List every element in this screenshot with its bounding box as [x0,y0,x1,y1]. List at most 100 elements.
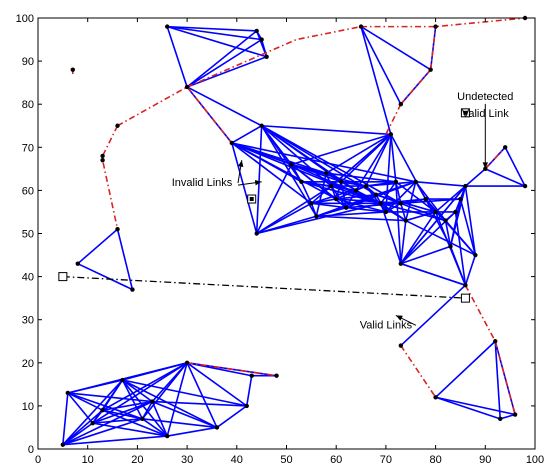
valid-link-44 [300,181,313,204]
node-49 [115,226,120,232]
valid-link-189 [102,409,143,420]
x-tick-label-4: 40 [231,454,243,466]
valid-link-181 [62,435,168,446]
valid-link-28 [261,125,357,192]
valid-link-193 [121,379,144,420]
node-16 [343,205,349,210]
valid-link-3 [166,26,188,88]
invalid-links-group [71,17,526,415]
valid-link-13 [231,142,258,234]
valid-link-206 [152,400,247,407]
valid-link-63 [325,133,392,174]
node-2 [259,37,264,42]
valid-link-136 [459,198,477,256]
node-4 [184,84,190,90]
node-46 [115,123,120,128]
valid-link-117 [400,220,407,264]
invalid-link-3 [186,86,233,144]
valid-link-110 [400,203,407,221]
valid-link-7 [260,39,268,58]
node-1 [254,28,259,34]
node-5 [229,140,235,146]
node-6 [259,123,264,128]
node-29 [443,218,448,223]
valid-link-36 [256,202,382,235]
y-tick-label-6: 60 [22,185,34,197]
node-31 [458,196,463,202]
valid-link-34 [256,185,332,235]
annotations-group: Undetected Valid Link Invalid Links Valid L… [172,91,514,331]
y-tick-label-7: 70 [22,142,34,154]
invalid-link-6 [429,26,437,70]
valid-link-204 [151,362,188,403]
node-30 [453,209,458,215]
node-63 [150,399,155,404]
valid-link-148 [360,26,402,105]
node-54 [433,395,438,400]
valid-link-31 [261,125,402,205]
valid-link-79 [345,190,357,209]
valid-link-115 [405,211,436,222]
valid-link-47 [301,180,357,192]
valid-link-64 [326,172,396,183]
valid-link-200 [141,418,168,437]
node-10 [309,201,314,206]
annotation-arrowhead-2 [238,160,244,168]
valid-link-147 [395,181,402,264]
valid-link-138 [464,185,477,256]
node-58 [60,442,66,447]
valid-link-186 [92,422,168,437]
valid-link-6 [186,30,258,88]
square-marker-0 [58,272,68,282]
node-20 [378,201,384,206]
node-50 [75,261,80,266]
nodes-group [60,15,528,447]
valid-link-154 [504,146,526,187]
valid-link-1 [167,25,262,41]
annotation-1: Valid Link [462,108,509,120]
valid-link-197 [122,379,218,429]
node-11 [314,214,319,219]
valid-link-12 [231,125,263,144]
node-37 [358,24,364,29]
valid-link-72 [336,193,377,200]
square-marker-inner-3 [249,197,254,202]
valid-link-2 [166,25,267,58]
invalid-link-12 [400,345,437,398]
valid-link-24 [260,125,303,183]
valid-link-37 [290,164,303,183]
valid-link-190 [102,400,153,411]
node-23 [393,179,399,184]
valid-link-170 [67,392,94,424]
node-45 [70,67,75,72]
node-34 [463,283,468,288]
valid-link-192 [102,362,188,411]
y-tick-label-8: 80 [22,99,34,111]
node-25 [403,218,408,223]
invalid-link-13 [186,362,277,377]
node-15 [338,179,344,184]
valid-link-214 [245,375,253,407]
y-tick-label-10: 100 [16,13,34,25]
valid-link-213 [216,405,248,429]
axis-ticks-group: 0 10 20 30 40 50 60 70 80 90 100 0 10 20 30 40 50 60 70 80 9… [16,13,545,466]
invalid-link-1 [101,125,119,230]
node-51 [130,287,135,292]
valid-link-162 [400,262,466,286]
valid-link-195 [121,379,168,437]
valid-link-8 [186,38,263,88]
valid-link-81 [346,206,386,213]
invalid-link-8 [400,69,432,105]
node-47 [100,153,105,159]
valid-link-209 [186,362,218,428]
valid-link-114 [405,181,417,221]
y-tick-label-3: 30 [22,315,34,327]
valid-link-210 [186,362,248,407]
node-21 [383,209,389,215]
valid-link-58 [316,211,386,218]
y-tick-label-9: 90 [22,56,34,68]
valid-link-166 [435,396,516,416]
valid-link-102 [385,134,392,213]
